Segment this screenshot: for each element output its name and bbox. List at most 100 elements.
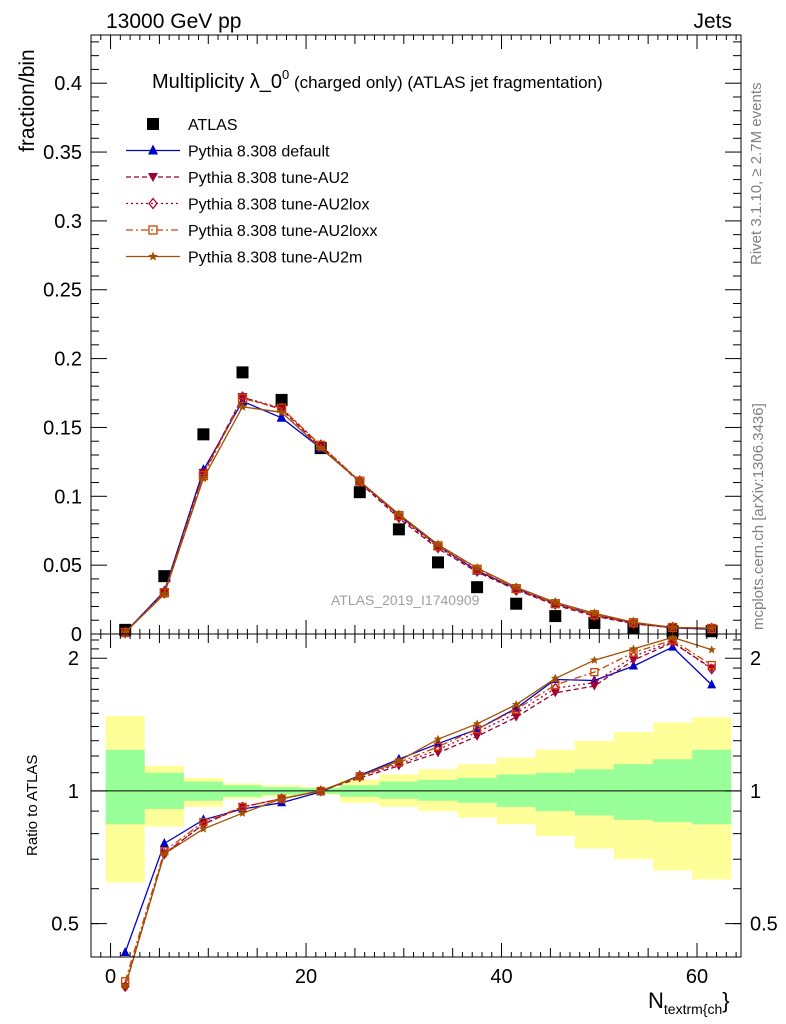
band-inner	[457, 777, 497, 803]
rivet-label: Rivet 3.1.10, ≥ 2.7M events	[748, 83, 765, 266]
y-tick-label: 0.3	[54, 211, 82, 233]
x-tick-label: 60	[686, 966, 708, 988]
data-point-au2m	[550, 597, 560, 607]
ratio-point-au2m	[433, 734, 443, 743]
data-point-au2m	[628, 617, 639, 627]
ratio-point-au2m	[668, 632, 677, 641]
mcplots-label: mcplots.cern.ch [arXiv:1306.3436]	[750, 403, 767, 630]
legend-item-au2: Pythia 8.308 tune-AU2	[126, 170, 349, 187]
x-tick-label: 0	[105, 966, 116, 988]
legend-label: Pythia 8.308 tune-AU2m	[188, 250, 362, 267]
legend-marker-au2lox	[148, 197, 158, 210]
data-point-au2m	[394, 509, 404, 519]
x-axis-label-sub: textrm{ch	[664, 1001, 722, 1017]
data-point-atlas	[588, 616, 601, 629]
ratio-line-au2loxx	[124, 639, 713, 982]
legend-label: Pythia 8.308 default	[188, 144, 330, 161]
ratio-point-au2m	[629, 644, 638, 653]
ratio-point-au2m	[511, 700, 521, 709]
ratio-point-au2m	[120, 982, 130, 991]
x-axis-label-tail: }	[722, 988, 729, 1013]
data-point-au2lox	[394, 510, 404, 523]
legend-label: Pythia 8.308 tune-AU2loxx	[188, 223, 377, 240]
data-point-atlas	[471, 581, 484, 594]
ratio-point-default	[120, 946, 130, 956]
ratio-point-au2m	[355, 771, 365, 780]
data-point-atlas	[275, 393, 288, 406]
band-inner	[379, 781, 419, 799]
watermark: ATLAS_2019_I1740909	[331, 592, 480, 608]
band-inner	[613, 764, 654, 820]
ratio-line-au2	[124, 641, 713, 987]
data-point-au2m	[433, 539, 443, 549]
ratio-point-au2lox	[629, 650, 638, 662]
data-point-atlas	[431, 556, 444, 569]
ratio-point-au2m	[590, 655, 599, 664]
data-point-au2m	[589, 608, 600, 618]
ratio-point-au2lox	[433, 744, 443, 756]
ratio-point-au2m	[472, 719, 482, 728]
y-tick-label: 0	[71, 624, 82, 646]
band-inner	[418, 779, 458, 801]
ratio-point-au2m	[160, 849, 169, 858]
data-point-au2m	[276, 407, 287, 417]
ratio-point-au2loxx	[590, 667, 599, 677]
data-point-au2m	[237, 401, 248, 411]
ratio-series-au2m	[120, 632, 716, 991]
ratio-point-au2loxx	[433, 742, 443, 751]
legend-marker-au2loxx	[148, 225, 158, 235]
data-point-default	[276, 411, 287, 422]
y-tick-label: 0.35	[43, 142, 82, 164]
bottom-frame	[90, 633, 742, 958]
legend-marker-default	[148, 144, 158, 155]
x-tick-label: 40	[490, 966, 512, 988]
ratio-tick-label-right: 1	[750, 781, 761, 803]
y-tick-label: 0.1	[54, 486, 82, 508]
data-point-atlas	[158, 570, 171, 583]
ratio-point-default	[159, 837, 169, 847]
plot-title-sup: 0	[282, 67, 289, 82]
series-line-au2loxx	[124, 397, 712, 633]
data-point-au2m	[511, 582, 521, 592]
legend-label: ATLAS	[188, 117, 238, 134]
data-point-au2m	[198, 473, 209, 483]
ratio-point-au2m	[277, 794, 286, 803]
y-axis-label: fraction/bin	[16, 49, 39, 152]
legend-item-au2loxx: Pythia 8.308 tune-AU2loxx	[126, 223, 377, 240]
series-au2m	[120, 401, 717, 637]
ratio-point-au2m	[199, 824, 208, 833]
ratio-axis-label: Ratio to ATLAS	[24, 755, 41, 856]
data-point-au2m	[472, 562, 482, 572]
legend-item-default: Pythia 8.308 default	[126, 144, 330, 161]
series-layer	[119, 366, 718, 993]
band-inner	[692, 749, 732, 825]
ratio-point-au2lox	[590, 677, 599, 689]
y-tick-label: 0.05	[43, 555, 82, 577]
ratio-line-au2lox	[124, 640, 713, 987]
ratio-point-au2m	[238, 808, 247, 817]
ratio-tick-label-left: 1	[68, 781, 79, 803]
x-tick-label: 20	[295, 966, 317, 988]
data-point-au2m	[355, 476, 365, 486]
ratio-tick-label-left: 0.5	[51, 914, 79, 936]
y-tick-label: 0.2	[54, 349, 82, 371]
y-tick-label: 0.15	[43, 417, 82, 439]
plot-title-main: Multiplicity λ_0	[152, 71, 282, 93]
data-point-au2m	[667, 622, 678, 632]
data-point-atlas	[353, 486, 366, 499]
legend-item-au2lox: Pythia 8.308 tune-AU2lox	[126, 197, 369, 214]
ratio-point-default	[707, 679, 717, 689]
ratio-tick-label-right: 0.5	[750, 914, 778, 936]
header-category: Jets	[693, 10, 732, 33]
legend-marker-au2	[148, 173, 158, 182]
series-line-au2	[124, 396, 712, 633]
ratio-point-au2loxx	[707, 660, 716, 670]
ratio-point-au2lox	[707, 663, 717, 675]
data-point-au2m	[159, 589, 170, 599]
data-point-atlas	[510, 597, 523, 610]
ratio-point-au2loxx	[551, 680, 560, 690]
plot-title-rest: (charged only) (ATLAS jet fragmentation)	[289, 73, 602, 92]
legend-item-atlas: ATLAS	[147, 117, 238, 134]
